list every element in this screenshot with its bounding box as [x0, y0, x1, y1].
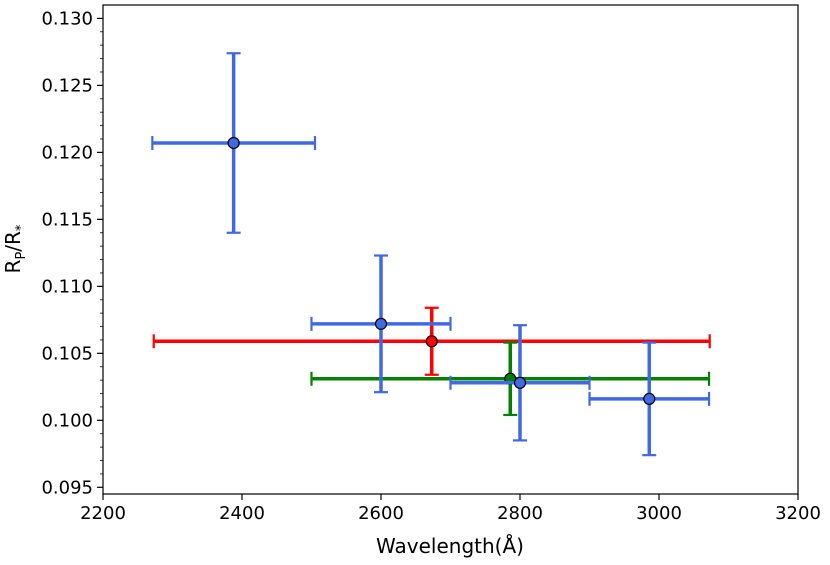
- data-point: [310, 254, 452, 394]
- y-tick-label: 0.125: [41, 75, 93, 96]
- y-tick-label: 0.110: [41, 276, 93, 297]
- y-tick-label: 0.100: [41, 410, 93, 431]
- x-tick-label: 2200: [80, 503, 126, 524]
- data-point: [449, 324, 591, 442]
- data-marker: [374, 317, 388, 330]
- y-axis-label-sub1: P: [14, 252, 29, 260]
- y-axis-label-sub2: *: [14, 224, 29, 231]
- y-axis-label-mid: /R: [1, 231, 25, 252]
- x-tick-label: 2400: [219, 503, 265, 524]
- y-tick-label: 0.115: [41, 209, 93, 230]
- plot-frame: [102, 4, 799, 495]
- data-point: [151, 52, 317, 234]
- data-marker: [643, 392, 656, 405]
- data-marker: [513, 376, 527, 389]
- y-tick-label: 0.105: [41, 343, 93, 364]
- data-marker: [227, 136, 240, 150]
- data-marker: [425, 335, 438, 348]
- y-tick-label: 0.130: [41, 8, 93, 29]
- x-tick-label: 3200: [775, 503, 821, 524]
- y-tick-label: 0.120: [41, 142, 93, 163]
- data-point: [588, 341, 711, 457]
- axis-layer: 2200 2400 2600 2800 3000 3200 0.095 0.100 0.105 0…: [41, 8, 820, 524]
- y-tick-label: 0.095: [41, 477, 93, 498]
- data-point: [152, 306, 711, 376]
- y-axis-label-main: R: [1, 259, 25, 273]
- x-tick-label: 2600: [358, 503, 404, 524]
- x-axis-label: Wavelength(Å): [376, 534, 524, 558]
- x-tick-label: 2800: [497, 503, 543, 524]
- series-layer: [151, 52, 711, 457]
- x-tick-label: 3000: [636, 503, 682, 524]
- y-axis-label: RP/R*: [1, 224, 29, 273]
